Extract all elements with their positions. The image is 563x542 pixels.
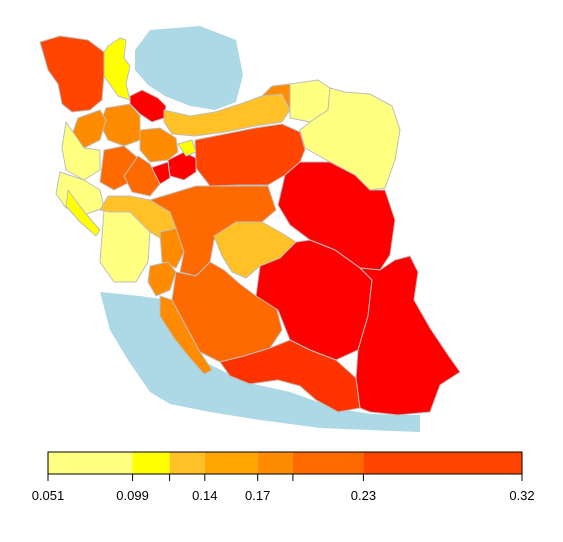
legend-tick-label: 0.099 bbox=[116, 488, 149, 503]
color-legend: 0.051 0.099 0.14 0.17 0.23 0.32 bbox=[32, 451, 535, 503]
province-bushehr bbox=[159, 295, 213, 375]
legend-bin-5 bbox=[292, 452, 364, 474]
province-qazvin bbox=[139, 127, 179, 163]
province-kurdistan bbox=[61, 121, 101, 181]
legend-ticks bbox=[47, 474, 523, 481]
province-ardabil bbox=[103, 37, 131, 101]
province-sistan-baluchestan bbox=[355, 255, 461, 416]
province-west-azerbaijan-north bbox=[39, 35, 105, 113]
province-alborz bbox=[177, 139, 197, 157]
legend-color-bins bbox=[48, 452, 522, 474]
province-razavi-khorasan bbox=[299, 87, 401, 191]
legend-frame bbox=[47, 451, 523, 475]
legend-bin-1 bbox=[132, 452, 170, 474]
province-kohgiluyeh bbox=[147, 261, 177, 297]
legend-bin-3 bbox=[204, 452, 258, 474]
legend-bin-0 bbox=[48, 452, 133, 474]
legend-tick-label: 0.051 bbox=[32, 488, 65, 503]
province-chaharmahal bbox=[159, 227, 185, 269]
province-isfahan bbox=[149, 185, 277, 277]
legend-bin-2 bbox=[169, 452, 205, 474]
legend-bin-6 bbox=[363, 452, 522, 474]
legend-tick-labels: 0.051 0.099 0.14 0.17 0.23 0.32 bbox=[32, 488, 535, 503]
caspian-sea bbox=[135, 26, 243, 110]
province-markazi bbox=[123, 155, 161, 197]
province-ilam bbox=[65, 189, 101, 237]
legend-tick-label: 0.23 bbox=[351, 488, 376, 503]
provinces-layer bbox=[39, 35, 461, 416]
province-mazandaran bbox=[163, 91, 291, 137]
legend-tick-label: 0.14 bbox=[192, 488, 217, 503]
legend-tick-label: 0.17 bbox=[245, 488, 270, 503]
persian-gulf bbox=[100, 292, 420, 432]
province-zanjan bbox=[99, 103, 141, 147]
legend-tick-label: 0.32 bbox=[509, 488, 534, 503]
legend-bin-4 bbox=[257, 452, 293, 474]
